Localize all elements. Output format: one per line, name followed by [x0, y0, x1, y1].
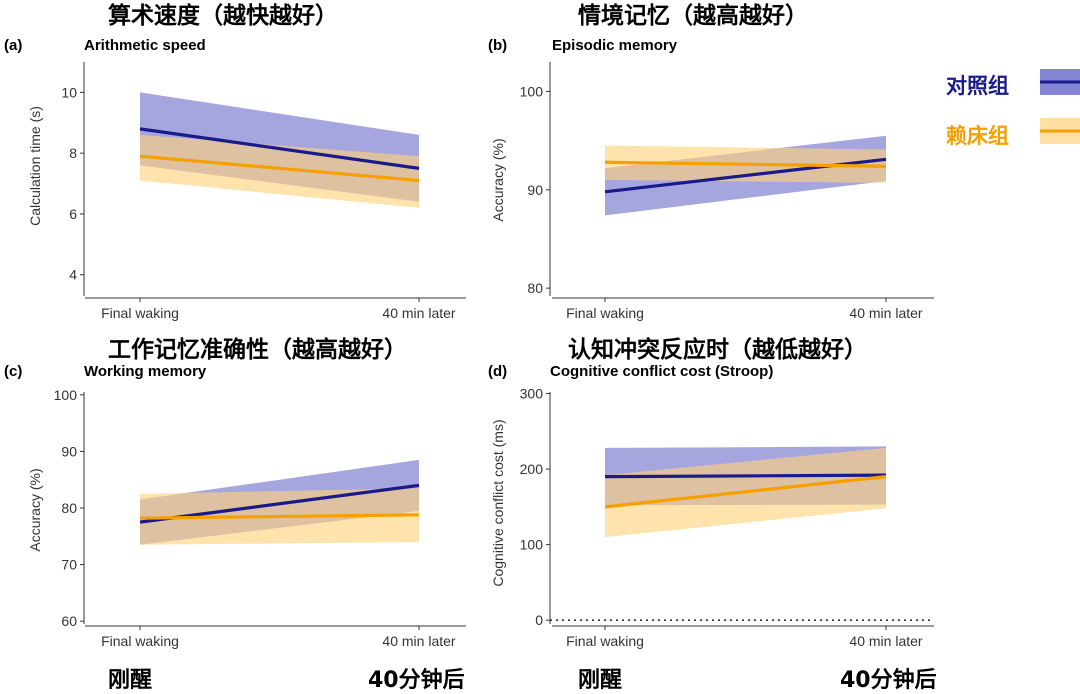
- panel-b-title: Episodic memory: [552, 37, 678, 54]
- panel-d-control-line: [604, 473, 887, 479]
- panel-b-x-tick-label: 40 min later: [849, 305, 922, 321]
- panel-a-title: Arithmetic speed: [84, 37, 206, 54]
- panel-c-tag: (c): [4, 363, 22, 380]
- panel-a-plot: 4 6 8 10 Final waking 40 min later: [61, 62, 466, 321]
- panel-a-x-tick-label: Final waking: [101, 305, 179, 321]
- panel-c-control-line: [139, 483, 420, 524]
- legend-label-snooze: 赖床组: [946, 124, 1009, 148]
- panel-b-cn-title: 情境记忆（越高越好）: [578, 2, 808, 29]
- panel-b-y-tick-label: 80: [527, 280, 543, 296]
- panel-c-cn-title: 工作记忆准确性（越高越好）: [108, 336, 407, 363]
- panel-a-snooze-band: [140, 134, 419, 208]
- panel-d-y-tick-label: 0: [535, 612, 543, 628]
- panel-c-y-tick-label: 100: [54, 387, 78, 403]
- panel-a-ylabel: Calculation time (s): [27, 106, 43, 226]
- panel-d-tag: (d): [488, 363, 507, 380]
- panel-c-y-tick-label: 80: [61, 500, 77, 516]
- panel-a-cn-title: 算术速度（越快越好）: [108, 2, 338, 29]
- legend: 对照组 赖床组: [946, 69, 1080, 148]
- panel-b-ylabel: Accuracy (%): [490, 138, 506, 221]
- panel-d-plot: 0 100 200 300 Final waking 40 min later: [520, 386, 934, 649]
- panel-b-snooze-line: [604, 160, 887, 168]
- bottom-label-left-2: 刚醒: [578, 668, 622, 693]
- panel-c-y-tick-label: 60: [61, 613, 77, 629]
- bottom-label-right-2: 40分钟后: [840, 667, 937, 693]
- panel-b-y-tick-label: 90: [527, 182, 543, 198]
- panel-a-y-tick-label: 4: [69, 267, 77, 283]
- panel-a-y-tick-label: 10: [61, 84, 77, 100]
- panel-a-y-tick-label: 8: [69, 145, 77, 161]
- panel-a-snooze-line: [139, 154, 420, 183]
- panel-c-y-tick-label: 70: [61, 557, 77, 573]
- panel-d-y-tick-label: 200: [520, 461, 544, 477]
- panel-d-x-tick-label: Final waking: [566, 633, 644, 649]
- panel-a-y-tick-label: 6: [69, 206, 77, 222]
- bottom-label-left-1: 刚醒: [108, 668, 152, 693]
- panel-d-x-tick-label: 40 min later: [849, 633, 922, 649]
- panel-b-x-tick-label: Final waking: [566, 305, 644, 321]
- panel-c-x-tick-label: Final waking: [101, 633, 179, 649]
- panel-c-ylabel: Accuracy (%): [27, 468, 43, 551]
- panel-a-tag: (a): [4, 37, 22, 54]
- panel-d-cn-title: 认知冲突反应时（越低越好）: [568, 336, 867, 363]
- panel-d-ylabel: Cognitive conflict cost (ms): [490, 419, 506, 586]
- panel-c-plot: 60 70 80 90 100 Final waking 40 min later: [54, 387, 466, 649]
- bottom-label-right-1: 40分钟后: [368, 667, 465, 693]
- panel-b-plot: 80 90 100 Final waking 40 min later: [520, 62, 934, 321]
- panel-d-snooze-line: [604, 475, 887, 509]
- legend-label-control: 对照组: [946, 74, 1009, 98]
- panel-c-y-tick-label: 90: [61, 443, 77, 459]
- panel-c-title: Working memory: [84, 363, 207, 380]
- panel-c-x-tick-label: 40 min later: [382, 633, 455, 649]
- panel-d-title: Cognitive conflict cost (Stroop): [550, 363, 773, 380]
- panel-a-x-tick-label: 40 min later: [382, 305, 455, 321]
- panel-d-y-tick-label: 100: [520, 537, 544, 553]
- panel-b-tag: (b): [488, 37, 507, 54]
- panel-b-y-tick-label: 100: [520, 83, 544, 99]
- panel-a-control-line: [139, 127, 420, 170]
- panel-d-y-tick-label: 300: [520, 386, 544, 402]
- panel-c-snooze-line: [139, 513, 420, 520]
